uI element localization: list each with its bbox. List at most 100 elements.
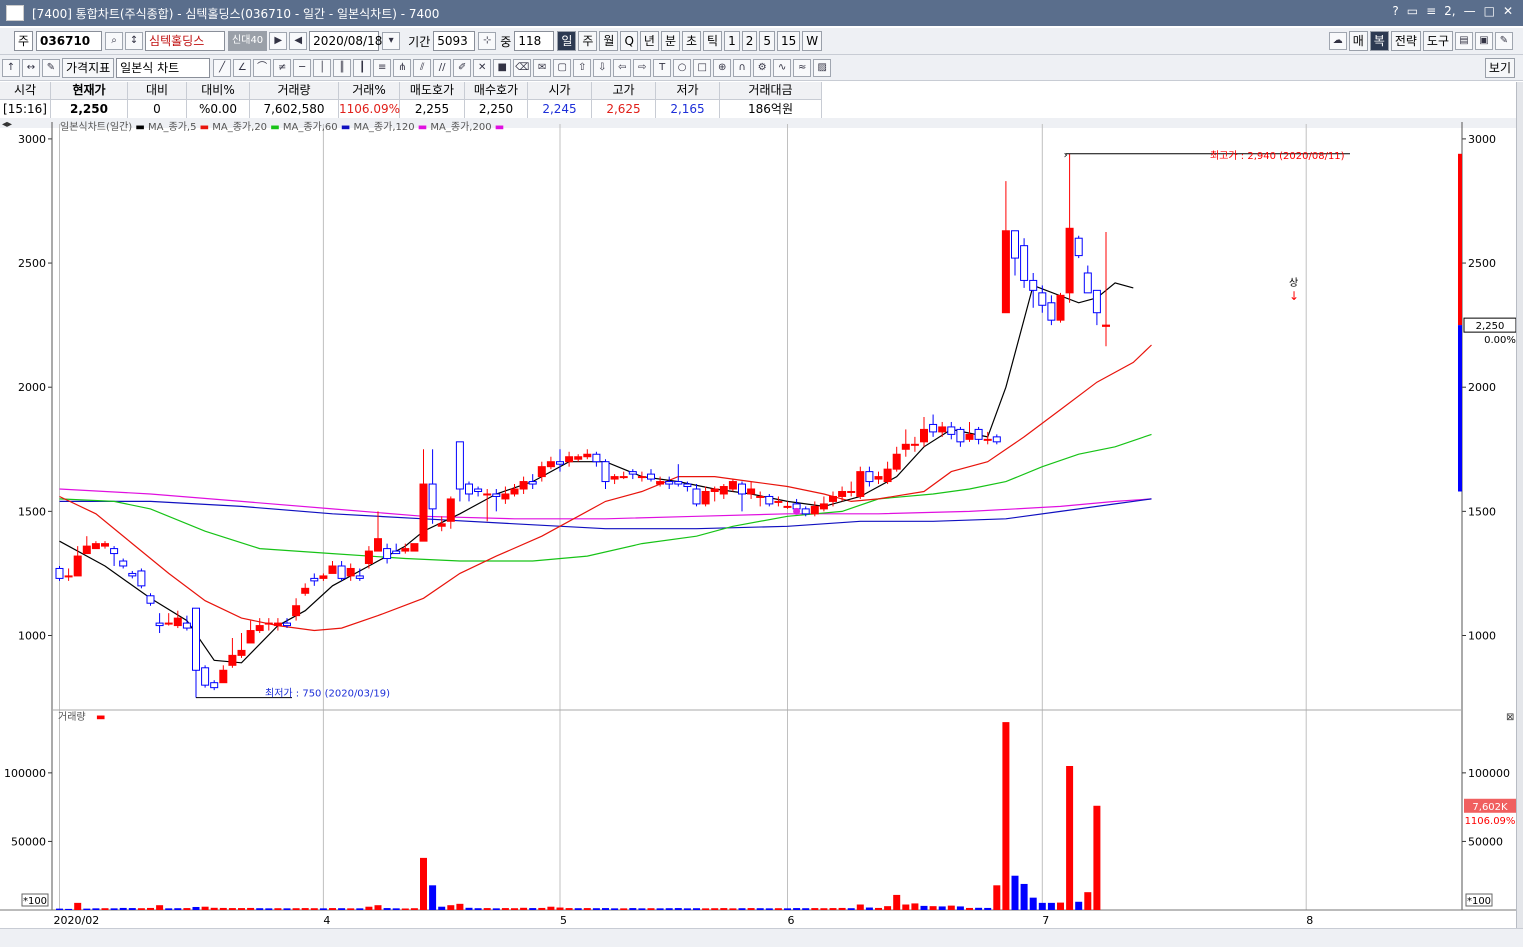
interval-5-button[interactable]: 5 — [759, 31, 776, 51]
sort-icon[interactable]: ↕ — [125, 32, 144, 50]
volume-bar — [765, 908, 773, 910]
channel-icon[interactable]: ⫽ — [413, 58, 432, 77]
buy-button[interactable]: 매 — [1348, 31, 1368, 51]
strategy-button[interactable]: 전략 — [1390, 31, 1421, 51]
volume-bar — [438, 906, 446, 910]
fan-icon[interactable]: ≠ — [273, 58, 292, 77]
pencil-icon[interactable]: ✐ — [453, 58, 472, 77]
expand-icon[interactable]: ↔ — [22, 58, 40, 77]
circle-tool-icon[interactable]: ○ — [673, 58, 692, 77]
quote-header: 현재가 — [51, 82, 127, 100]
stock-chart[interactable]: ◂▸ 1000 1000 1500 1500 2000 2000 2500 2500 3000 30… — [0, 118, 1516, 928]
interval-custom-button[interactable]: W — [802, 31, 823, 51]
period-month-button[interactable]: 월 — [599, 31, 619, 51]
count-input[interactable]: 118 — [514, 31, 555, 51]
volume-bar — [529, 908, 537, 910]
bottom-scrollbar[interactable] — [0, 928, 1523, 947]
box-tool-icon[interactable]: ▢ — [553, 58, 572, 77]
eraser-icon[interactable]: ⌫ — [513, 58, 532, 77]
close-icon[interactable]: ✕ — [1502, 4, 1513, 18]
stock-code-input[interactable]: 036710 — [36, 31, 103, 51]
candle-body — [847, 490, 856, 493]
rect-tool-icon[interactable]: □ — [693, 58, 712, 77]
minimize-icon[interactable]: — — [1463, 4, 1476, 18]
volume-bar — [947, 905, 955, 910]
link-icon[interactable]: 2, — [1444, 4, 1456, 18]
candle-body — [1092, 289, 1101, 314]
candle-body — [665, 481, 674, 485]
grid-lines-icon[interactable]: ≡ — [373, 58, 392, 77]
arrow-up-tool-icon[interactable]: ⇧ — [573, 58, 592, 77]
volume-bar — [674, 908, 682, 910]
arrow-down-tool-icon[interactable]: ⇩ — [593, 58, 612, 77]
period-quarter-button[interactable]: Q — [620, 31, 638, 51]
color-icon[interactable]: ■ — [493, 58, 512, 77]
zigzag-icon[interactable]: ≈ — [793, 58, 812, 77]
zoom-icon[interactable]: ⊕ — [713, 58, 732, 77]
tools-button[interactable]: 도구 — [1422, 31, 1453, 51]
quote-header: 매도호가 — [400, 82, 464, 100]
period-minute-button[interactable]: 분 — [660, 31, 680, 51]
magnet-icon[interactable]: ∩ — [733, 58, 752, 77]
price-indicator-button[interactable]: 가격지표 — [62, 57, 115, 78]
edit-icon[interactable]: ✎ — [42, 58, 60, 77]
arrow-right-tool-icon[interactable]: ⇨ — [633, 58, 652, 77]
candle-body — [301, 587, 310, 594]
volume-bar — [556, 907, 564, 910]
period-week-button[interactable]: 주 — [578, 31, 598, 51]
market-select[interactable]: 주 — [14, 31, 34, 51]
help-icon[interactable]: ? — [1392, 4, 1399, 18]
candle-body — [155, 622, 164, 627]
period-year-button[interactable]: 년 — [639, 31, 659, 51]
vline-icon[interactable]: │ — [313, 58, 332, 77]
folder-icon[interactable]: ▤ — [1455, 32, 1473, 50]
cross-icon[interactable]: ✕ — [473, 58, 492, 77]
prev-icon[interactable]: ◀ — [289, 32, 308, 50]
period-day-button[interactable]: 일 — [557, 31, 577, 51]
note-icon[interactable]: ✉ — [533, 58, 552, 77]
limit-up-label: 상 — [1289, 277, 1298, 289]
chart-type-select[interactable]: 일본식 차트 — [116, 57, 211, 78]
volume-bar — [638, 908, 646, 910]
cloud-icon[interactable]: ☁ — [1328, 32, 1347, 50]
settings-icon[interactable]: ⚙ — [753, 58, 772, 77]
right-scrollbar[interactable] — [1516, 82, 1523, 928]
trendline-icon[interactable]: ╱ — [213, 58, 232, 77]
period-tick-button[interactable]: 틱 — [703, 31, 723, 51]
search-icon[interactable]: ⌕ — [105, 32, 124, 50]
angle-icon[interactable]: ∠ — [233, 58, 252, 77]
restore-icon[interactable]: ▭ — [1406, 4, 1419, 18]
image-icon[interactable]: ▨ — [813, 58, 832, 77]
candle-body — [510, 488, 519, 495]
wrench-icon[interactable]: ✎ — [1495, 32, 1513, 50]
interval-1-button[interactable]: 1 — [724, 31, 740, 51]
text-tool-icon[interactable]: T — [653, 58, 672, 77]
period-lines-icon[interactable]: ║ — [333, 58, 352, 77]
wave-icon[interactable]: ∿ — [773, 58, 792, 77]
period-input[interactable]: 5093 — [433, 31, 476, 51]
interval-2-button[interactable]: 2 — [741, 31, 758, 51]
hline-icon[interactable]: ─ — [293, 58, 312, 77]
arrow-left-tool-icon[interactable]: ⇦ — [613, 58, 632, 77]
menu-icon[interactable]: ≡ — [1426, 4, 1437, 18]
duplicate-button[interactable]: 복 — [1369, 31, 1389, 51]
volume-bar — [729, 908, 737, 910]
parallel-icon[interactable]: // — [433, 58, 452, 77]
next-icon[interactable]: ▶ — [269, 32, 288, 50]
volume-bar — [292, 908, 300, 910]
date-input[interactable]: 2020/08/18 — [309, 31, 382, 51]
ma200-line — [59, 488, 1152, 520]
calendar-dropdown-icon[interactable]: ▾ — [382, 32, 401, 50]
fork-icon[interactable]: ⋔ — [393, 58, 412, 77]
period-second-button[interactable]: 초 — [682, 31, 702, 51]
up-arrow-icon[interactable]: ↑ — [2, 58, 20, 77]
save-icon[interactable]: ▣ — [1475, 32, 1493, 50]
high-price-annotation: 최고가 : 2,940 (2020/08/11) — [1210, 150, 1345, 162]
candle-body — [101, 543, 109, 547]
fibo-time-icon[interactable]: ┃ — [353, 58, 372, 77]
pin-icon[interactable]: ⊹ — [478, 32, 497, 50]
interval-15-button[interactable]: 15 — [777, 31, 801, 51]
maximize-icon[interactable]: □ — [1483, 4, 1495, 18]
view-button[interactable]: 보기 — [1484, 57, 1515, 78]
arc-icon[interactable]: ⌒ — [253, 58, 272, 77]
